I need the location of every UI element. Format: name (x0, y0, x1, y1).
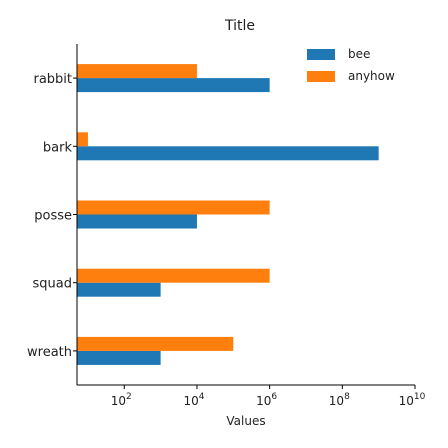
x-tick-label-6: 106 (256, 392, 277, 408)
bar-rabbit-anyhow (77, 64, 197, 79)
bar-posse-anyhow (77, 200, 270, 215)
x-tick-label-2: 102 (111, 392, 132, 408)
bar-squad-bee (77, 282, 161, 297)
bar-bark-anyhow (77, 132, 88, 147)
bar-posse-bee (77, 214, 197, 229)
category-label-rabbit: rabbit (33, 72, 72, 87)
legend-swatch-anyhow (307, 71, 335, 82)
category-label-posse: posse (34, 209, 72, 224)
bar-squad-anyhow (77, 268, 270, 283)
x-tick-label-10: 1010 (399, 392, 426, 408)
category-label-wreath: wreath (27, 345, 72, 360)
bar-wreath-bee (77, 350, 161, 365)
bar-wreath-anyhow (77, 336, 234, 351)
category-label-squad: squad (33, 277, 72, 292)
bar-rabbit-bee (77, 78, 270, 93)
category-label-bark: bark (43, 140, 73, 155)
x-axis-ticks: 102 104 106 108 1010 (111, 385, 426, 408)
bar-bark-bee (77, 146, 379, 161)
x-axis-label: Values (226, 414, 265, 428)
legend-label-anyhow: anyhow (348, 69, 395, 83)
x-tick-label-8: 108 (329, 392, 350, 408)
legend-label-bee: bee (348, 47, 370, 61)
category-labels: rabbit bark posse squad wreath (27, 72, 77, 360)
legend-swatch-bee (307, 49, 335, 60)
bars-group (77, 64, 379, 365)
legend: bee anyhow (307, 47, 395, 83)
x-tick-label-4: 104 (183, 392, 204, 408)
chart-title: Title (224, 18, 255, 34)
